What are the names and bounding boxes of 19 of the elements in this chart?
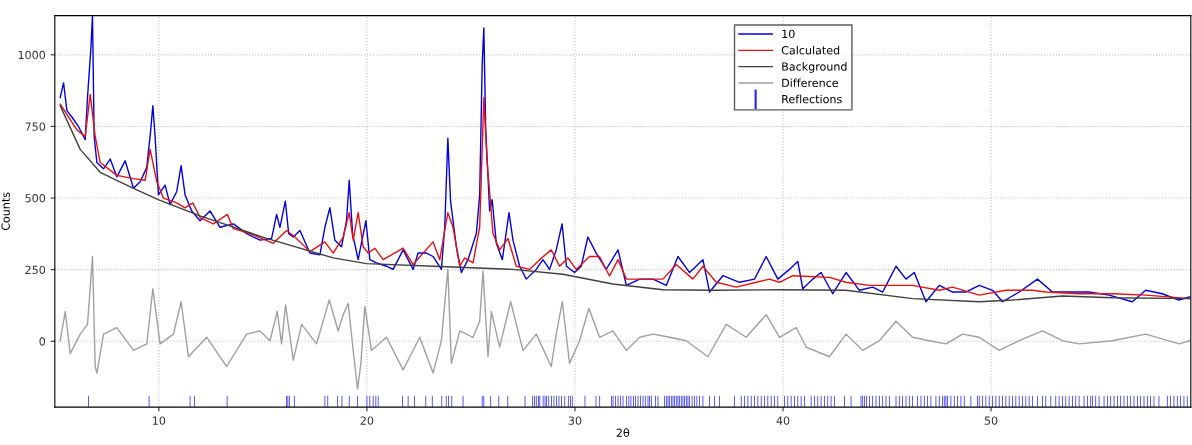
- y-tick-label: 500: [25, 194, 46, 203]
- x-tick-label: 30: [568, 416, 582, 425]
- y-tick-label: 1000: [18, 50, 46, 60]
- legend-label: Reflections: [782, 94, 842, 104]
- x-tick-label: 20: [360, 416, 374, 425]
- legend-label: Calculated: [781, 45, 840, 55]
- y-tick-label: 250: [25, 265, 46, 275]
- x-tick-label: 40: [776, 416, 790, 425]
- legend-label: Background: [782, 62, 847, 73]
- legend-label: Difference: [782, 78, 839, 88]
- line-series: [59, 15, 1191, 303]
- y-tick-label: 0: [39, 337, 46, 346]
- x-axis-title: 2θ: [616, 428, 630, 437]
- x-tick-label: 50: [984, 416, 998, 425]
- line-series: [59, 255, 1191, 390]
- legend-label: 10: [782, 29, 795, 39]
- y-axis-title: Counts: [1, 192, 10, 231]
- y-tick-label: 750: [25, 122, 46, 131]
- x-tick-label: 10: [153, 416, 166, 425]
